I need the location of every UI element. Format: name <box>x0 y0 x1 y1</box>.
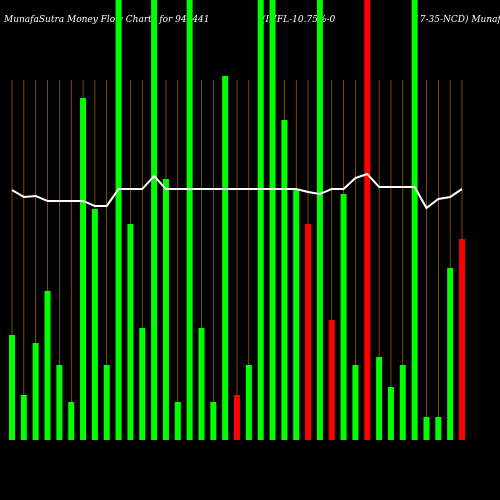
bar <box>151 0 158 440</box>
bar <box>234 395 240 440</box>
bar <box>411 0 418 440</box>
bar <box>222 76 229 440</box>
chart-title: (IHFL-10.75%-0 <box>262 14 336 25</box>
bar <box>210 402 217 440</box>
bar <box>459 239 465 440</box>
bar <box>257 0 264 440</box>
bar <box>80 98 87 440</box>
bar <box>9 335 15 440</box>
bar <box>162 179 169 440</box>
bar <box>387 387 394 440</box>
bar <box>293 189 300 440</box>
bar <box>68 402 75 440</box>
bar <box>364 0 371 440</box>
bar <box>91 209 98 440</box>
bar <box>174 402 181 440</box>
bar <box>423 417 430 440</box>
bar <box>328 320 335 440</box>
bar <box>56 365 63 440</box>
bar <box>32 343 39 440</box>
money-flow-line <box>11 172 463 210</box>
bar <box>115 0 122 440</box>
bar <box>435 417 442 440</box>
bar <box>281 120 288 440</box>
bar <box>127 224 134 440</box>
bar <box>103 365 110 440</box>
bar <box>305 224 312 440</box>
bar <box>139 328 146 440</box>
bar <box>186 0 193 440</box>
bar <box>20 395 27 440</box>
bar <box>352 365 359 440</box>
bar <box>245 365 252 440</box>
bar <box>316 0 323 440</box>
bar <box>44 291 51 440</box>
bar <box>340 194 347 440</box>
bar <box>269 0 276 440</box>
chart-title: MunafaSutra Money Flow Charts for 940441 <box>3 15 210 25</box>
bar <box>447 268 454 440</box>
bar <box>376 357 383 440</box>
bar <box>198 328 205 440</box>
chart-title: 17-35-NCD) MunafaSutra <box>414 14 500 25</box>
bar <box>399 365 406 440</box>
